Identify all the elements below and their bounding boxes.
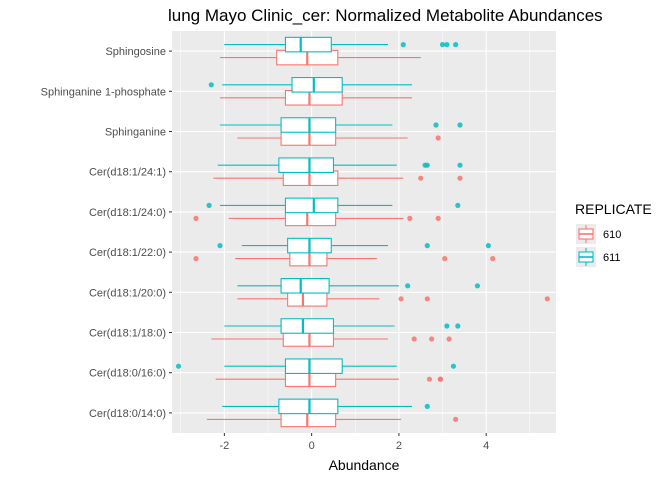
outlier-point — [424, 403, 430, 409]
outlier-point — [444, 42, 450, 48]
outlier-point — [208, 82, 214, 88]
outlier-point — [455, 202, 461, 208]
iqr-box — [278, 157, 335, 173]
outlier-point — [424, 243, 430, 249]
box-611-5 — [206, 197, 461, 214]
box-610-4 — [213, 170, 463, 186]
box-611-7 — [237, 277, 481, 294]
outlier-point — [398, 296, 404, 302]
x-axis-title: Abundance — [329, 457, 400, 473]
outlier-point — [433, 122, 439, 128]
x-tick-label: 4 — [483, 440, 489, 452]
box-611-8 — [224, 318, 461, 334]
outlier-point — [175, 363, 182, 369]
outlier-point — [437, 376, 443, 382]
iqr-box — [291, 77, 343, 93]
outlier-point — [405, 283, 411, 289]
y-axis: Sphingosine Sphinganine 1-phosphate Sphing… — [41, 46, 172, 420]
box-610-2 — [220, 90, 412, 106]
x-axis: -2 0 2 4 — [219, 433, 489, 452]
outlier-point — [407, 215, 413, 221]
box-610-3 — [237, 130, 441, 146]
box-610-5 — [193, 210, 441, 227]
y-tick-label: Sphinganine — [105, 127, 166, 139]
x-tick-label: -2 — [219, 440, 229, 452]
outlier-point — [411, 336, 417, 342]
legend-label: 611 — [603, 252, 621, 264]
x-tick-label: 0 — [309, 440, 315, 452]
outlier-point — [400, 42, 406, 48]
outlier-point — [429, 336, 435, 342]
iqr-box — [284, 36, 332, 53]
legend: REPLICATE 610 611 — [575, 201, 652, 267]
outlier-point — [544, 296, 550, 302]
box-611-9 — [175, 358, 457, 375]
iqr-box — [284, 358, 343, 375]
box-610-7 — [237, 290, 550, 307]
iqr-box — [284, 90, 343, 106]
outlier-point — [424, 296, 430, 302]
legend-label: 610 — [603, 229, 621, 241]
outlier-point — [426, 376, 433, 382]
box-610-1 — [220, 49, 421, 66]
box-611-6 — [217, 237, 491, 254]
y-tick-label: Cer(d18:1/22:0) — [89, 247, 166, 259]
y-tick-label: Cer(d18:1/24:0) — [89, 207, 166, 219]
legend-item-611: 611 — [576, 247, 621, 267]
box-610-6 — [193, 250, 496, 267]
box-611-2 — [208, 77, 412, 93]
outlier-point — [450, 363, 457, 369]
box-610-9 — [215, 371, 443, 388]
box-611-4 — [217, 157, 463, 173]
y-tick-label: Sphingosine — [105, 46, 166, 58]
box-611-1 — [224, 36, 459, 53]
legend-title: REPLICATE — [575, 201, 652, 217]
box-611-3 — [220, 117, 463, 133]
y-tick-label: Cer(d18:1/20:0) — [89, 287, 166, 299]
y-tick-label: Cer(d18:0/14:0) — [89, 408, 166, 420]
iqr-box — [284, 197, 339, 214]
box-610-8 — [211, 331, 452, 347]
outlier-point — [217, 243, 223, 249]
outlier-point — [455, 323, 461, 329]
outlier-point — [193, 256, 199, 262]
outlier-point — [453, 42, 459, 48]
y-tick-label: Sphinganine 1-phosphate — [41, 86, 166, 98]
outlier-point — [424, 162, 430, 168]
legend-item-610: 610 — [576, 224, 621, 244]
box-layer — [175, 36, 550, 428]
outlier-point — [442, 256, 448, 262]
outlier-point — [453, 416, 459, 422]
outlier-point — [444, 323, 450, 329]
outlier-point — [435, 215, 441, 221]
y-tick-label: Cer(d18:0/16:0) — [89, 368, 166, 380]
y-tick-label: Cer(d18:1/24:1) — [89, 167, 166, 179]
iqr-box — [280, 318, 335, 334]
outlier-point — [457, 175, 463, 181]
outlier-point — [193, 215, 199, 221]
outlier-point — [474, 283, 481, 289]
outlier-point — [435, 135, 441, 141]
iqr-box — [280, 277, 330, 294]
box-611-10 — [222, 398, 430, 415]
outlier-point — [418, 175, 424, 181]
y-tick-label: Cer(d18:1/18:0) — [89, 328, 166, 340]
x-tick-label: 2 — [396, 440, 402, 452]
outlier-point — [457, 162, 463, 168]
iqr-box — [284, 210, 337, 227]
outlier-point — [490, 256, 496, 262]
chart-title: lung Mayo Clinic_cer: Normalized Metabol… — [168, 6, 603, 25]
outlier-point — [446, 336, 452, 342]
outlier-point — [485, 243, 491, 249]
outlier-point — [206, 202, 212, 208]
iqr-box — [287, 290, 328, 307]
outlier-point — [457, 122, 463, 128]
outlier-point — [439, 42, 446, 48]
